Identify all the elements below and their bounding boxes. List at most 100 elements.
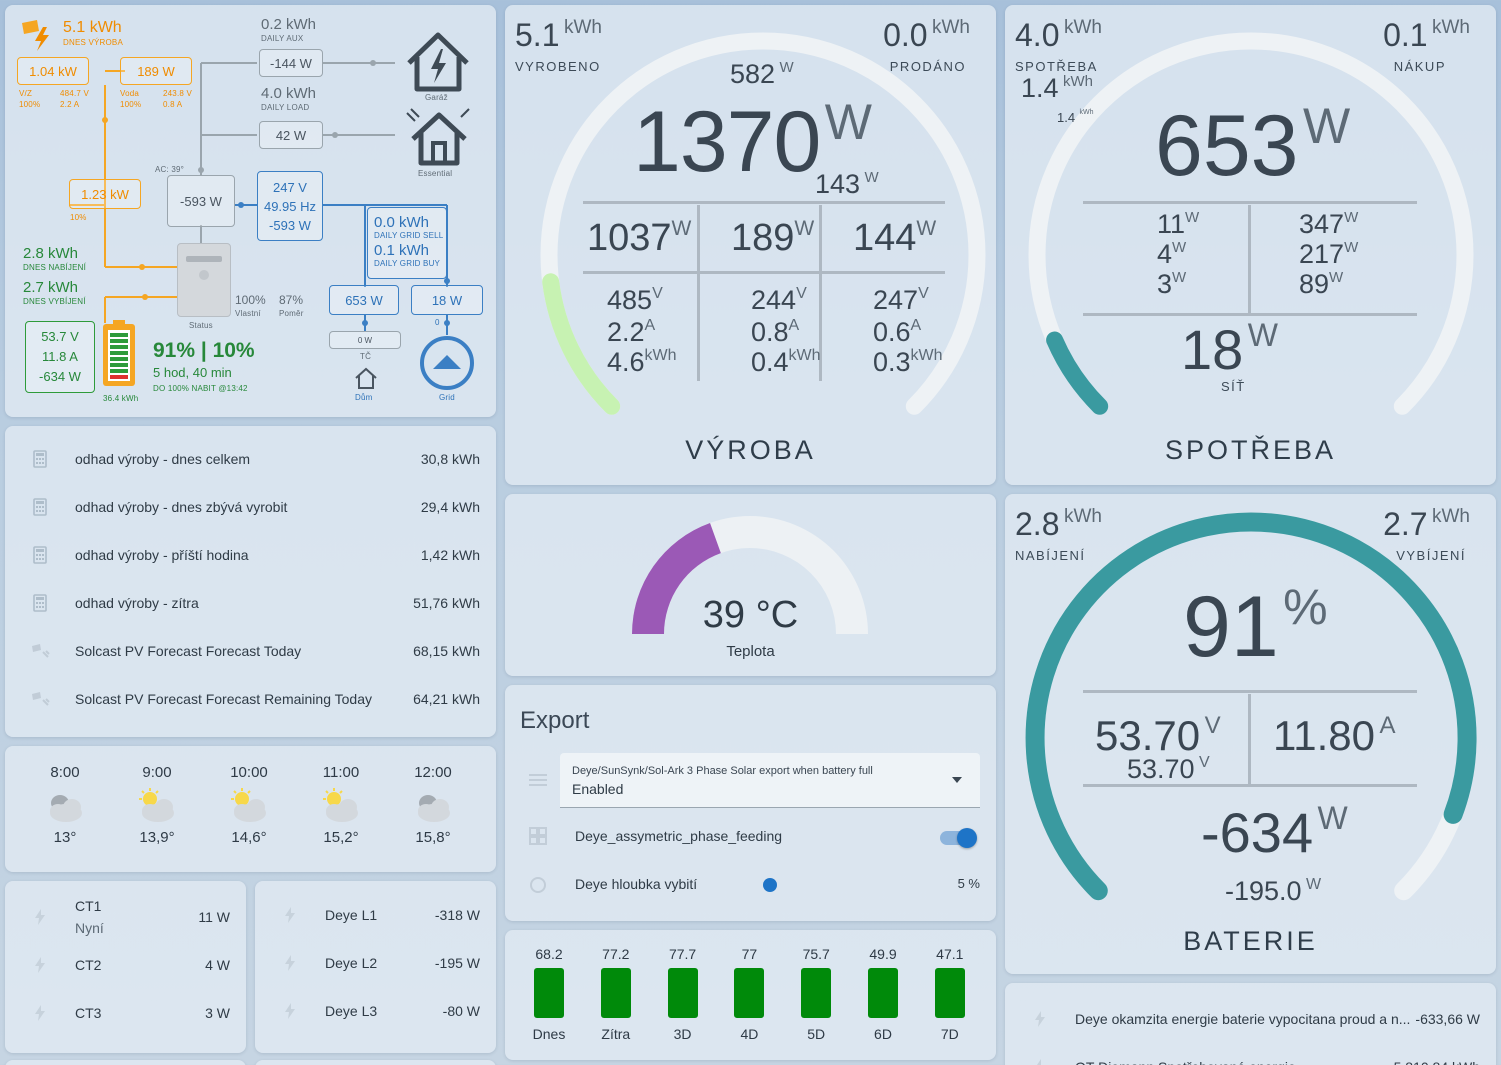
load-power-box[interactable]: 42 W bbox=[259, 121, 323, 149]
forecast-bar[interactable] bbox=[734, 968, 765, 1018]
export-select[interactable]: Deye/SunSynk/Sol-Ark 3 Phase Solar expor… bbox=[560, 753, 980, 808]
forecast-bar[interactable] bbox=[667, 968, 698, 1018]
consumption-left-value-unit: W bbox=[1172, 239, 1187, 256]
sold-unit: kWh bbox=[932, 17, 970, 38]
phase-voltage: 247V bbox=[873, 285, 929, 316]
forecast-bar[interactable] bbox=[600, 968, 631, 1018]
forecast-row[interactable]: Solcast PV Forecast Forecast Remaining T… bbox=[5, 675, 496, 723]
forecast-bar[interactable] bbox=[868, 968, 898, 1018]
battery-divider-v bbox=[1248, 694, 1251, 784]
solar-today-label: DNES VÝROBA bbox=[63, 38, 123, 47]
forecast-row[interactable]: odhad výroby - příští hodina 1,42 kWh bbox=[5, 531, 496, 579]
discharge-depth-slider[interactable] bbox=[761, 878, 931, 892]
phase-energy-unit: kWh bbox=[910, 347, 943, 364]
consumption-right-value: 347W bbox=[1299, 209, 1358, 240]
grid-load-box[interactable]: 18 W bbox=[411, 285, 483, 315]
battery-power-sub: -195.0 W bbox=[1225, 876, 1321, 907]
chevron-down-icon[interactable] bbox=[952, 777, 962, 783]
weather-hour[interactable]: 10:00 14,6° bbox=[203, 764, 295, 846]
phase-power-unit: W bbox=[916, 217, 937, 240]
pv2-power-box[interactable]: 189 W bbox=[120, 57, 192, 85]
aux-today: 0.2 kWh bbox=[261, 16, 317, 33]
forecast-bar[interactable] bbox=[801, 968, 832, 1018]
weather-hour[interactable]: 8:00 13° bbox=[19, 764, 111, 846]
bar-category-label: Zítra bbox=[601, 1026, 631, 1042]
ct-row[interactable]: CT3 3 W bbox=[5, 991, 246, 1035]
charge-today: 2.8 kWh bbox=[23, 245, 79, 262]
pv-total-box[interactable]: 1.04 kW bbox=[17, 57, 89, 85]
forecast-row[interactable]: odhad výroby - zítra 51,76 kWh bbox=[5, 579, 496, 627]
phase-voltage-value: 244 bbox=[751, 285, 797, 315]
generator-power-box[interactable]: 1.23 kW bbox=[69, 179, 141, 209]
battery-stats-box[interactable]: 53.7 V 11.8 A -634 W bbox=[25, 321, 95, 393]
consumption-right-value: 217W bbox=[1299, 239, 1358, 270]
weather-hour[interactable]: 12:00 15,8° bbox=[387, 764, 479, 846]
forecast-bar-column: 68.2 Dnes bbox=[529, 946, 569, 1042]
production-top-value: 582 bbox=[730, 59, 776, 89]
heat-pump-box[interactable]: 0 W bbox=[329, 331, 401, 349]
battery-energy-row[interactable]: Deye okamzita energie baterie vypocitana… bbox=[1005, 995, 1496, 1043]
battery-energy-row[interactable]: OT Diemann Spotřebovaná energie5 810,84 … bbox=[1005, 1043, 1496, 1065]
battery-card[interactable]: 2.8 kWh NABÍJENÍ 2.7 kWh VYBÍJENÍ 91 % 5… bbox=[1005, 494, 1496, 974]
aux-power-box[interactable]: -144 W bbox=[259, 49, 323, 77]
deye-phase-value: -80 W bbox=[442, 1003, 480, 1019]
weather-time: 9:00 bbox=[142, 764, 172, 781]
inverter-power-box[interactable]: -593 W bbox=[167, 175, 235, 227]
forecast-name: Solcast PV Forecast Forecast Today bbox=[75, 643, 302, 659]
forecast-value: 64,21 kWh bbox=[413, 691, 480, 707]
ct-name-block: CT3 bbox=[75, 1002, 205, 1024]
battery-voltage-sub: 53.70 V bbox=[1127, 754, 1210, 785]
consumption-left-value-value: 11 bbox=[1157, 209, 1186, 239]
deye-phase-value: -318 W bbox=[434, 907, 480, 923]
production-gauge bbox=[540, 32, 986, 415]
deye-phase-name: Deye L1 bbox=[325, 907, 378, 923]
ct-name: CT1 bbox=[75, 898, 102, 914]
phase-current-unit: A bbox=[788, 317, 800, 334]
deye-phase-row[interactable]: Deye L2 -195 W bbox=[255, 939, 496, 987]
phase-energy-value: 0.4 bbox=[751, 347, 789, 377]
weather-forecast-card[interactable]: 8:00 13° 9:00 13,9° 10:00 14,6° 11:00 15,2° 12:0… bbox=[5, 746, 496, 872]
ct-row[interactable]: CT1 Nyní 11 W bbox=[5, 895, 246, 939]
consumption-sub-unit: kWh bbox=[1063, 73, 1093, 90]
house-power-box[interactable]: 653 W bbox=[329, 285, 399, 315]
phase-feed-toggle[interactable] bbox=[940, 828, 977, 848]
deye-phase-value: -195 W bbox=[434, 955, 480, 971]
deye-phase-row[interactable]: Deye L1 -318 W bbox=[255, 891, 496, 939]
deye-phase-row[interactable]: Deye L3 -80 W bbox=[255, 987, 496, 1035]
consumption-main-unit: W bbox=[1302, 98, 1351, 154]
bar-category-label: 4D bbox=[740, 1026, 759, 1042]
grid-buy: 0.1 kWh bbox=[374, 242, 430, 259]
lightning-icon bbox=[5, 957, 75, 973]
ct-sub: Nyní bbox=[75, 920, 104, 936]
bar-data-label: 77.7 bbox=[668, 946, 697, 962]
consumption-right-value-value: 89 bbox=[1299, 269, 1330, 299]
weather-hour[interactable]: 11:00 15,2° bbox=[295, 764, 387, 846]
forecast-value: 29,4 kWh bbox=[420, 499, 480, 515]
forecast-bar[interactable] bbox=[534, 968, 564, 1018]
consumption-card[interactable]: 4.0 kWh SPOTŘEBA 1.4 kWh 1.4 kWh 0.1 kWh… bbox=[1005, 5, 1496, 485]
forecast-row[interactable]: Solcast PV Forecast Forecast Today 68,15 … bbox=[5, 627, 496, 675]
phase-power-value: 189 bbox=[731, 217, 795, 259]
essential-label: Essential bbox=[418, 169, 453, 178]
grid-stats-box[interactable]: 247 V 49.95 Hz -593 W bbox=[257, 171, 323, 241]
forecast-bar[interactable] bbox=[934, 968, 965, 1018]
temperature-gauge bbox=[632, 516, 868, 634]
forecast-row[interactable]: odhad výroby - dnes zbývá vyrobit 29,4 kW… bbox=[5, 483, 496, 531]
consumption-left-value-value: 3 bbox=[1157, 269, 1173, 299]
battery-energy-name: OT Diemann Spotřebovaná energie bbox=[1075, 1059, 1394, 1065]
phase-energy-unit: kWh bbox=[788, 347, 821, 364]
consumption-left-value: 11W bbox=[1157, 209, 1199, 240]
battery-volt-value: 53.70 bbox=[1095, 712, 1201, 759]
slider-knob[interactable] bbox=[762, 878, 777, 892]
consumption-left-value-unit: W bbox=[1185, 209, 1200, 226]
forecast-row[interactable]: odhad výroby - dnes celkem 30,8 kWh bbox=[5, 435, 496, 483]
lightning-icon bbox=[255, 1003, 325, 1019]
weather-hour[interactable]: 9:00 13,9° bbox=[111, 764, 203, 846]
grid-value-block: 18 W bbox=[1181, 317, 1278, 382]
temperature-card[interactable]: 39 °C Teplota bbox=[505, 494, 996, 676]
ct-name: CT2 bbox=[75, 957, 102, 973]
production-card[interactable]: 5.1 kWh VYROBENO 0.0 kWh PRODÁNO 582 W 1… bbox=[505, 5, 996, 485]
consumption-right-value-unit: W bbox=[1344, 209, 1359, 226]
grid-icon[interactable] bbox=[419, 335, 475, 391]
ct-row[interactable]: CT2 4 W bbox=[5, 943, 246, 987]
